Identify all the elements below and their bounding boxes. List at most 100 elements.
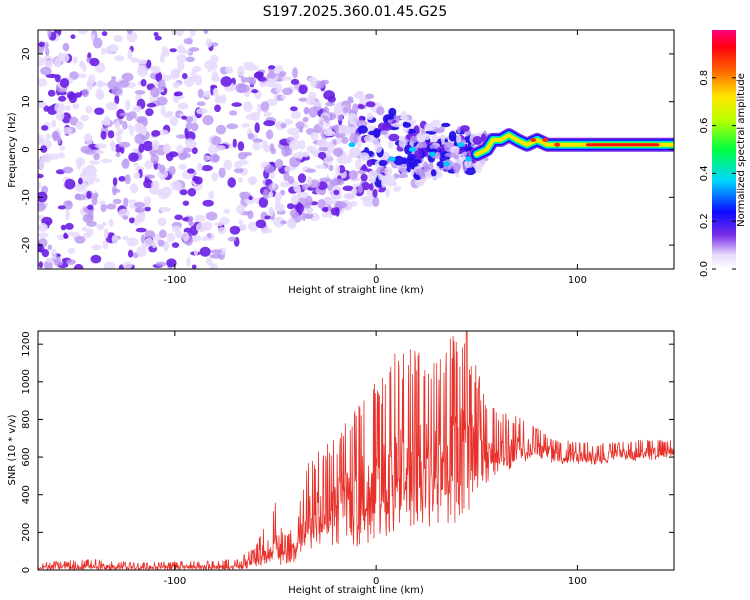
- heatmap-blob: [268, 206, 274, 217]
- heatmap-blob: [187, 187, 197, 197]
- y-tick-label: 1200: [21, 331, 32, 356]
- heatmap-blob: [108, 218, 114, 228]
- heatmap-blob: [190, 235, 202, 242]
- heatmap-blob: [144, 160, 153, 170]
- heatmap-blob: [151, 180, 160, 190]
- heatmap-blob: [59, 52, 70, 63]
- colorbar-tick-label: 0.2: [699, 213, 710, 229]
- heatmap-blob: [142, 140, 154, 152]
- heatmap-blob: [413, 125, 420, 136]
- heatmap-blob: [301, 212, 306, 222]
- heatmap-blob: [87, 177, 95, 185]
- heatmap-blob: [327, 95, 336, 103]
- heatmap-blob: [265, 129, 274, 140]
- heatmap-blob: [116, 134, 122, 144]
- heatmap-blob: [95, 88, 104, 100]
- heatmap-blob: [181, 115, 188, 120]
- heatmap-blob: [409, 119, 417, 125]
- heatmap-blob: [142, 126, 147, 136]
- heatmap-blob: [122, 235, 129, 241]
- heatmap-blob: [90, 254, 102, 264]
- heatmap-blob: [155, 71, 163, 83]
- heatmap-blob: [124, 174, 131, 185]
- heatmap-blob: [74, 193, 87, 201]
- heatmap-blob: [219, 216, 230, 225]
- heatmap-blob: [337, 114, 344, 121]
- heatmap-blob: [95, 178, 100, 183]
- heatmap-blob: [296, 191, 309, 199]
- colorbar-tick-label: 0.0: [699, 261, 710, 277]
- heatmap-blob: [391, 123, 403, 128]
- heatmap-blob: [365, 101, 376, 108]
- heatmap-x-ticks: -100 0 100: [164, 30, 587, 286]
- heatmap-blob: [284, 165, 292, 173]
- heatmap-blob: [38, 134, 45, 145]
- heatmap-blob: [215, 124, 227, 135]
- ridge-peak: [530, 137, 537, 142]
- heatmap-blob: [38, 202, 46, 212]
- snr-y-ticks: 0 200 400 600 800 1000 1200: [21, 331, 674, 573]
- y-tick-label: 600: [21, 448, 32, 467]
- heatmap-blob: [80, 114, 89, 122]
- heatmap-blob: [182, 200, 190, 206]
- heatmap-blob: [83, 232, 92, 239]
- heatmap-blob: [133, 172, 141, 179]
- heatmap-blob: [120, 145, 125, 154]
- heatmap-blob: [290, 106, 298, 112]
- heatmap-blob: [176, 53, 187, 63]
- heatmap-blob: [298, 126, 304, 133]
- heatmap-blob: [209, 253, 222, 259]
- heatmap-blob: [302, 117, 308, 123]
- heatmap-blob: [211, 136, 222, 146]
- heatmap-blob: [464, 167, 477, 176]
- heatmap-blob: [303, 208, 314, 213]
- heatmap-blob: [259, 71, 264, 78]
- heatmap-blob: [87, 167, 98, 174]
- heatmap-blob: [205, 211, 218, 221]
- heatmap-blob: [456, 134, 462, 145]
- colorbar: 0.0 0.2 0.4 0.6 0.8 Normalized spectral ampl…: [699, 30, 747, 277]
- heatmap-blob: [208, 144, 219, 155]
- heatmap-blob: [181, 49, 192, 54]
- heatmap-blob: [96, 223, 105, 231]
- heatmap-blob: [410, 135, 418, 144]
- heatmap-blob: [289, 156, 301, 168]
- heatmap-blob: [163, 112, 172, 119]
- heatmap-blob: [250, 111, 261, 122]
- heatmap-blob: [210, 249, 223, 255]
- heatmap-blob: [38, 173, 44, 179]
- heatmap-blob: [284, 118, 293, 125]
- heatmap-blob: [105, 45, 115, 54]
- heatmap-blob: [376, 166, 386, 174]
- heatmap-blob: [69, 116, 79, 126]
- heatmap-blob: [127, 249, 134, 258]
- heatmap-blob: [103, 228, 109, 239]
- heatmap-hotspot: [428, 151, 436, 157]
- heatmap-blob: [333, 147, 344, 157]
- heatmap-blob: [347, 96, 354, 101]
- heatmap-blob: [208, 190, 215, 200]
- heatmap-blob: [146, 174, 156, 179]
- heatmap-blob: [135, 227, 147, 233]
- heatmap-blob: [128, 152, 139, 162]
- heatmap-blob: [384, 115, 395, 120]
- heatmap-blob: [205, 38, 213, 48]
- heatmap-blob: [159, 173, 165, 181]
- heatmap-blob: [94, 107, 105, 115]
- snr-frame: [37, 330, 675, 571]
- heatmap-blob: [238, 219, 244, 225]
- heatmap-blob: [192, 66, 202, 72]
- heatmap-blob: [185, 131, 196, 142]
- heatmap-blob: [293, 182, 300, 193]
- heatmap-blob: [102, 221, 107, 226]
- heatmap-hotspot: [388, 156, 396, 162]
- y-tick-label: 800: [21, 410, 32, 429]
- heatmap-blob: [127, 49, 133, 60]
- heatmap-blob: [79, 60, 84, 68]
- heatmap-blob: [150, 153, 159, 165]
- heatmap-blob: [335, 164, 341, 175]
- heatmap-blob: [366, 112, 374, 121]
- heatmap-blob: [150, 87, 160, 98]
- heatmap-blob: [58, 95, 67, 102]
- heatmap-blob: [376, 106, 385, 116]
